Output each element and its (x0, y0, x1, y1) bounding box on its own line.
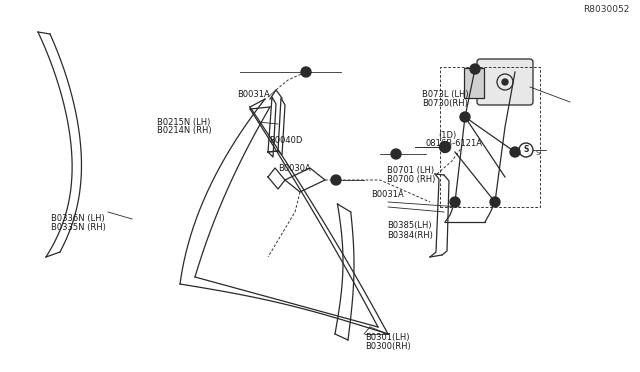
Text: B0700 (RH): B0700 (RH) (387, 175, 436, 184)
Circle shape (440, 141, 451, 153)
Circle shape (391, 149, 401, 159)
Circle shape (460, 112, 470, 122)
FancyBboxPatch shape (464, 68, 484, 98)
Circle shape (301, 67, 311, 77)
Text: B0215N (LH): B0215N (LH) (157, 118, 210, 127)
Text: S: S (524, 145, 529, 154)
Text: 0816B-6121A: 0816B-6121A (426, 140, 483, 148)
Text: B0385(LH): B0385(LH) (387, 221, 432, 230)
Text: B0040D: B0040D (269, 136, 302, 145)
FancyBboxPatch shape (477, 59, 533, 105)
Text: B0336N (LH): B0336N (LH) (51, 214, 105, 223)
Text: B0301(LH): B0301(LH) (365, 333, 410, 342)
Text: B0335N (RH): B0335N (RH) (51, 223, 106, 232)
Text: (1D): (1D) (438, 131, 457, 140)
Text: B0214N (RH): B0214N (RH) (157, 126, 211, 135)
Text: B0030A: B0030A (278, 164, 311, 173)
Circle shape (450, 197, 460, 207)
Circle shape (331, 175, 341, 185)
Circle shape (502, 79, 508, 85)
Text: R8030052: R8030052 (584, 5, 630, 14)
Text: B0031A: B0031A (371, 190, 404, 199)
Circle shape (470, 64, 480, 74)
Text: B0300(RH): B0300(RH) (365, 342, 410, 351)
Circle shape (510, 147, 520, 157)
Text: B0384(RH): B0384(RH) (387, 231, 433, 240)
Circle shape (490, 197, 500, 207)
Text: B0031A: B0031A (237, 90, 269, 99)
Text: B0701 (LH): B0701 (LH) (387, 166, 435, 175)
Text: B0730(RH): B0730(RH) (422, 99, 468, 108)
Text: S: S (536, 150, 540, 156)
Text: B073L (LH): B073L (LH) (422, 90, 469, 99)
